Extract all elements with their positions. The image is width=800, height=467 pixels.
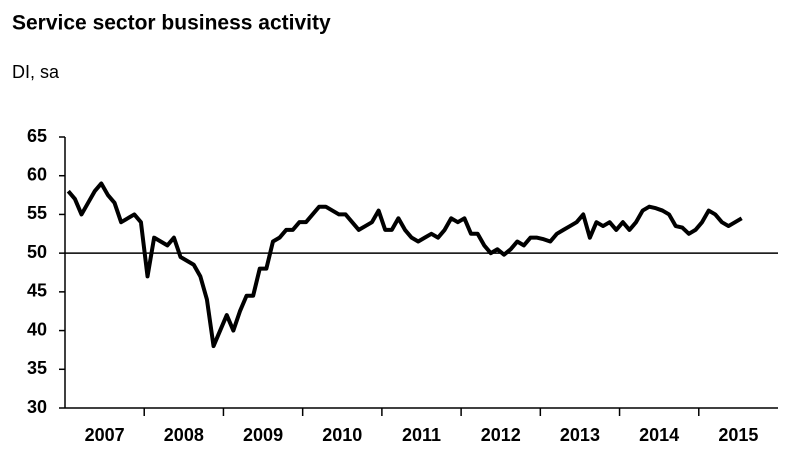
x-tick-label: 2014: [639, 425, 679, 445]
x-tick-label: 2009: [243, 425, 283, 445]
y-tick-label: 60: [27, 164, 47, 184]
x-tick-label: 2015: [718, 425, 758, 445]
x-tick-label: 2012: [481, 425, 521, 445]
x-tick-label: 2008: [164, 425, 204, 445]
y-tick-label: 55: [27, 203, 47, 223]
x-tick-label: 2011: [402, 425, 441, 445]
y-tick-label: 65: [27, 126, 47, 146]
y-tick-label: 30: [27, 397, 47, 417]
y-tick-label: 35: [27, 358, 47, 378]
x-tick-label: 2013: [560, 425, 600, 445]
y-tick-label: 40: [27, 319, 47, 339]
y-tick-label: 45: [27, 281, 47, 301]
data-line: [66, 181, 743, 349]
chart-title: Service sector business activity: [12, 12, 331, 35]
x-tick-label: 2010: [322, 425, 362, 445]
chart-subtitle: DI, sa: [12, 62, 60, 82]
y-tick-label: 50: [27, 242, 47, 262]
x-tick-label: 2007: [85, 425, 125, 445]
